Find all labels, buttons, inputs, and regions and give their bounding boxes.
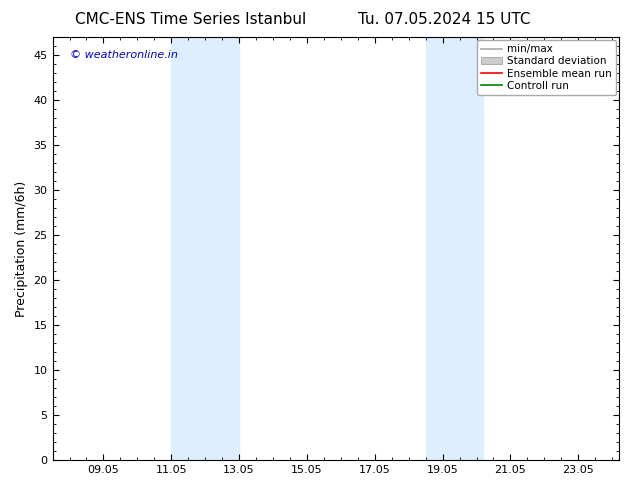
Text: CMC-ENS Time Series Istanbul: CMC-ENS Time Series Istanbul [75, 12, 306, 27]
Legend: min/max, Standard deviation, Ensemble mean run, Controll run: min/max, Standard deviation, Ensemble me… [477, 40, 616, 95]
Y-axis label: Precipitation (mm/6h): Precipitation (mm/6h) [15, 180, 28, 317]
Text: © weatheronline.in: © weatheronline.in [70, 50, 178, 60]
Bar [171, 37, 239, 460]
Text: Tu. 07.05.2024 15 UTC: Tu. 07.05.2024 15 UTC [358, 12, 530, 27]
Bar [425, 37, 483, 460]
